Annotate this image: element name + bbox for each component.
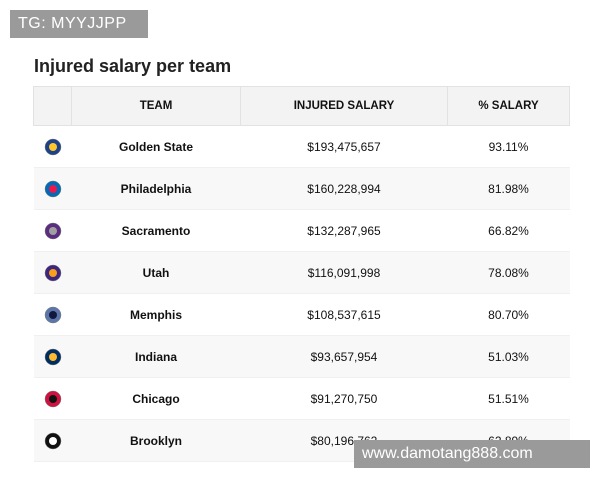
table-body: Golden State $193,475,657 93.11% Philadelph…	[33, 125, 570, 462]
logo-detail	[48, 184, 57, 193]
team-name: Indiana	[71, 335, 241, 378]
logo-cell	[33, 125, 72, 168]
team-logo	[44, 222, 61, 239]
logo-detail	[48, 268, 57, 277]
table-row: Chicago $91,270,750 51.51%	[33, 377, 570, 420]
team-logo	[44, 306, 61, 323]
injured-salary: $108,537,615	[240, 293, 448, 336]
salary-percent: 81.98%	[447, 167, 570, 210]
table-row: Utah $116,091,998 78.08%	[33, 251, 570, 294]
table-row: Indiana $93,657,954 51.03%	[33, 335, 570, 378]
salary-percent: 51.51%	[447, 377, 570, 420]
team-name: Brooklyn	[71, 419, 241, 462]
logo-cell	[33, 377, 72, 420]
logo-cell	[33, 209, 72, 252]
logo-detail	[48, 352, 57, 361]
salary-percent: 80.70%	[447, 293, 570, 336]
watermark: www.damotang888.com	[354, 440, 590, 468]
salary-percent: 78.08%	[447, 251, 570, 294]
injured-salary: $132,287,965	[240, 209, 448, 252]
injured-salary: $193,475,657	[240, 125, 448, 168]
table-row: Golden State $193,475,657 93.11%	[33, 125, 570, 168]
injured-salary: $116,091,998	[240, 251, 448, 294]
logo-cell	[33, 335, 72, 378]
table-row: Memphis $108,537,615 80.70%	[33, 293, 570, 336]
watermark: TG: MYYJJPP	[10, 10, 148, 38]
team-logo	[44, 390, 61, 407]
logo-cell	[33, 251, 72, 294]
team-name: Utah	[71, 251, 241, 294]
injured-salary: $91,270,750	[240, 377, 448, 420]
column-header: TEAM	[71, 86, 241, 126]
logo-detail	[48, 142, 57, 151]
column-header: % SALARY	[447, 86, 570, 126]
salary-percent: 51.03%	[447, 335, 570, 378]
logo-detail	[48, 436, 57, 445]
logo-cell	[33, 293, 72, 336]
table-head: TEAM INJURED SALARY % SALARY	[33, 86, 570, 126]
injured-salary: $93,657,954	[240, 335, 448, 378]
team-logo	[44, 348, 61, 365]
team-name: Chicago	[71, 377, 241, 420]
table-row: Sacramento $132,287,965 66.82%	[33, 209, 570, 252]
team-logo	[44, 138, 61, 155]
team-name: Golden State	[71, 125, 241, 168]
salary-percent: 93.11%	[447, 125, 570, 168]
table-row: Philadelphia $160,228,994 81.98%	[33, 167, 570, 210]
logo-header	[33, 86, 72, 126]
team-name: Memphis	[71, 293, 241, 336]
header-row: TEAM INJURED SALARY % SALARY	[33, 86, 570, 126]
salary-table: TEAM INJURED SALARY % SALARY Golden Stat…	[33, 86, 570, 462]
logo-cell	[33, 167, 72, 210]
logo-detail	[48, 394, 57, 403]
salary-percent: 66.82%	[447, 209, 570, 252]
team-name: Philadelphia	[71, 167, 241, 210]
team-logo	[44, 264, 61, 281]
logo-cell	[33, 419, 72, 462]
team-logo	[44, 180, 61, 197]
team-logo	[44, 432, 61, 449]
team-name: Sacramento	[71, 209, 241, 252]
logo-detail	[48, 226, 57, 235]
title: Injured salary per team	[34, 56, 232, 76]
column-header: INJURED SALARY	[240, 86, 448, 126]
injured-salary: $160,228,994	[240, 167, 448, 210]
logo-detail	[48, 310, 57, 319]
